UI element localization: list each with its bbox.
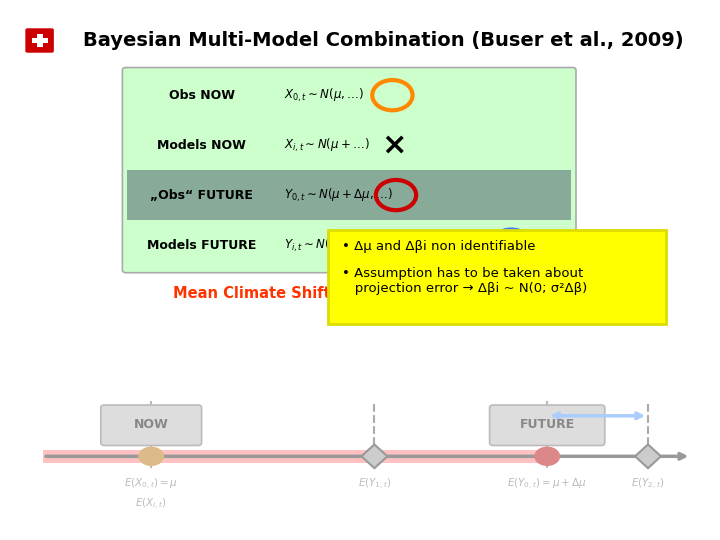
Text: $E(Y_{2,t})$: $E(Y_{2,t})$	[631, 477, 665, 492]
Bar	[37, 35, 42, 46]
Text: • Δμ and Δβi non identifiable: • Δμ and Δβi non identifiable	[342, 240, 536, 253]
Text: Model Projection Errors: Model Projection Errors	[370, 286, 566, 301]
Text: ×: ×	[381, 131, 407, 160]
Text: Mean Climate Shift: Mean Climate Shift	[173, 286, 331, 301]
Circle shape	[534, 447, 560, 466]
FancyBboxPatch shape	[122, 68, 576, 273]
Text: $E(X_{i,t})$: $E(X_{i,t})$	[135, 497, 167, 512]
Text: $Y_{i,t} \sim N(\mu + \Delta\mu - (\Delta\beta_{i}\ldots))$: $Y_{i,t} \sim N(\mu + \Delta\mu - (\Delt…	[284, 237, 426, 254]
Text: $Y_{0,t} \sim N(\mu + \Delta\mu,\ldots)$: $Y_{0,t} \sim N(\mu + \Delta\mu,\ldots)$	[284, 186, 393, 204]
Text: • Assumption has to be taken about
   projection error → Δβi ~ N(0; σ²Δβ): • Assumption has to be taken about proje…	[342, 267, 588, 295]
Text: FUTURE: FUTURE	[520, 418, 575, 431]
FancyBboxPatch shape	[25, 28, 54, 53]
Text: Models NOW: Models NOW	[157, 139, 246, 152]
Text: $X_{0,t} \sim N(\mu,\ldots)$: $X_{0,t} \sim N(\mu,\ldots)$	[284, 86, 364, 104]
Text: „Obs“ FUTURE: „Obs“ FUTURE	[150, 188, 253, 201]
FancyBboxPatch shape	[490, 405, 605, 446]
Text: ×: ×	[448, 231, 474, 260]
Text: Obs NOW: Obs NOW	[168, 89, 235, 102]
Polygon shape	[635, 444, 661, 468]
Bar	[32, 38, 48, 43]
Text: $E(Y_{0,t}) = \mu + \Delta\mu$: $E(Y_{0,t}) = \mu + \Delta\mu$	[508, 477, 587, 492]
Text: NOW: NOW	[134, 418, 168, 431]
FancyBboxPatch shape	[328, 230, 666, 324]
Bar	[127, 170, 571, 220]
Bar	[43, 450, 547, 463]
Text: $E(Y_{1,t})$: $E(Y_{1,t})$	[358, 477, 391, 492]
Text: $E(X_{0,t}) = \mu$: $E(X_{0,t}) = \mu$	[124, 477, 179, 492]
Polygon shape	[361, 444, 387, 468]
FancyBboxPatch shape	[101, 405, 202, 446]
Text: Bayesian Multi-Model Combination (Buser et al., 2009): Bayesian Multi-Model Combination (Buser …	[83, 31, 683, 50]
Circle shape	[138, 447, 164, 466]
Text: $X_{i,t} \sim N(\mu + \ldots)$: $X_{i,t} \sim N(\mu + \ldots)$	[284, 137, 370, 154]
Text: Models FUTURE: Models FUTURE	[147, 239, 256, 252]
